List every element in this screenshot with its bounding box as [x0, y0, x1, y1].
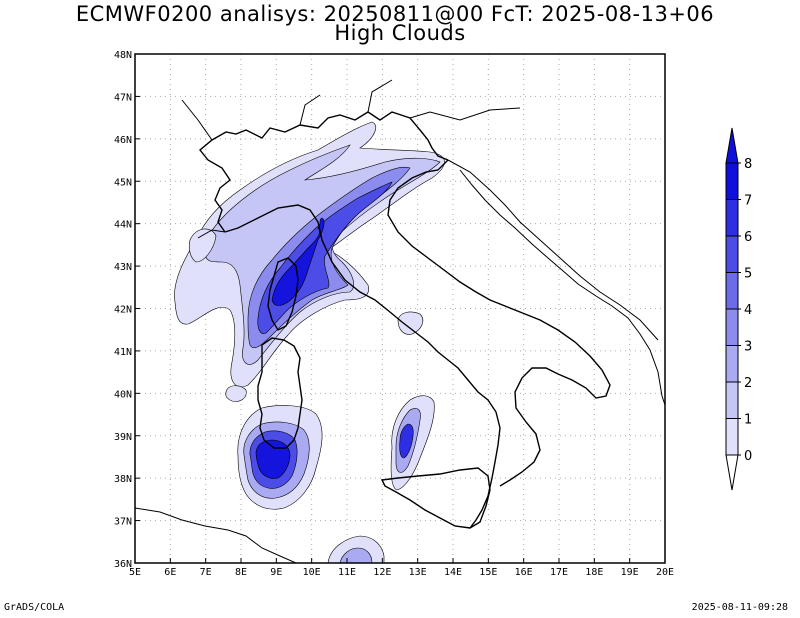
lon-tick-label: 5E [129, 567, 141, 578]
colorbar-swatch [725, 381, 739, 419]
lon-tick-label: 11E [338, 567, 356, 578]
colorbar-label: 5 [744, 267, 752, 282]
colorbar-label: 6 [744, 230, 752, 245]
longitude-axis: 5E 6E 7E 8E 9E 10E 11E 12E 13E 14E 15E 16E 17E 18E 19E… [129, 558, 674, 578]
coastline-layer [135, 79, 665, 563]
lon-tick-label: 9E [270, 567, 282, 578]
footer-timestamp: 2025-08-11-09:28 [691, 602, 788, 613]
cloud-contour-level-8 [271, 217, 325, 306]
map-title: ECMWF0200 analisys: 20250811@00 FcT: 202… [75, 2, 715, 26]
lat-tick-label: 46N [114, 135, 132, 146]
lon-tick-label: 13E [409, 567, 427, 578]
lon-tick-label: 8E [235, 567, 247, 578]
italy-northern-border [199, 111, 449, 233]
cloud-fill-layer [174, 121, 445, 563]
colorbar-high-arrow [725, 127, 739, 164]
colorbar-swatch [725, 345, 739, 383]
lon-tick-label: 14E [444, 567, 462, 578]
cloud-contour-level-8 [255, 439, 291, 479]
national-borders [181, 79, 659, 341]
colorbar-label: 7 [744, 194, 752, 209]
lat-tick-label: 47N [114, 92, 132, 103]
lat-tick-label: 41N [114, 347, 132, 358]
corsica-coast [267, 257, 299, 331]
cloud-contour-level-7 [399, 423, 414, 459]
latitude-axis: 36N 37N 38N 39N 40N 41N 42N 43N 44N 45N 46N 47N 48N [114, 50, 140, 570]
colorbar-swatch [725, 308, 739, 346]
sardinia-coast [257, 337, 303, 449]
lat-tick-label: 38N [114, 474, 132, 485]
cloud-contour-level-1 [397, 311, 424, 335]
colorbar-label: 0 [744, 449, 752, 464]
colorbar-swatch [725, 235, 739, 273]
colorbar-swatch [725, 418, 739, 456]
lon-tick-label: 19E [621, 567, 639, 578]
map-subtitle: High Clouds [334, 21, 466, 45]
balkan-coast [459, 169, 665, 406]
lon-tick-label: 16E [515, 567, 533, 578]
lat-tick-label: 42N [114, 305, 132, 316]
italy-west-coast [224, 204, 501, 529]
lon-tick-label: 10E [303, 567, 321, 578]
colorbar-swatch [725, 272, 739, 310]
lat-tick-label: 36N [114, 559, 132, 570]
lon-tick-label: 18E [585, 567, 603, 578]
lat-tick-label: 48N [114, 50, 132, 61]
cloud-contour-level-1 [188, 228, 217, 263]
cloud-contour-level-1 [225, 385, 247, 402]
sicily-coast [380, 467, 491, 529]
colorbar-label: 1 [744, 413, 752, 428]
lon-tick-label: 6E [164, 567, 176, 578]
colorbar-label: 2 [744, 376, 752, 391]
lat-tick-label: 40N [114, 389, 132, 400]
lon-tick-label: 20E [656, 567, 674, 578]
footer-software: GrADS/COLA [4, 602, 65, 613]
africa-coast [135, 507, 297, 563]
italy-east-coast [387, 159, 611, 487]
lon-tick-label: 12E [373, 567, 391, 578]
colorbar-swatch [725, 199, 739, 237]
lat-tick-label: 37N [114, 517, 132, 528]
lon-tick-label: 7E [200, 567, 212, 578]
cloud-contour-level-3 [339, 547, 373, 563]
lon-tick-label: 17E [550, 567, 568, 578]
lat-tick-label: 45N [114, 177, 132, 188]
colorbar-swatch [725, 162, 739, 200]
lat-tick-label: 43N [114, 262, 132, 273]
lon-tick-label: 15E [479, 567, 497, 578]
colorbar-low-arrow [725, 454, 739, 491]
colorbar-label: 3 [744, 340, 752, 355]
colorbar: 0 1 2 3 4 5 6 7 8 [725, 127, 752, 491]
colorbar-label: 4 [744, 303, 752, 318]
lat-tick-label: 44N [114, 220, 132, 231]
lat-tick-label: 39N [114, 432, 132, 443]
colorbar-label: 8 [744, 157, 752, 172]
